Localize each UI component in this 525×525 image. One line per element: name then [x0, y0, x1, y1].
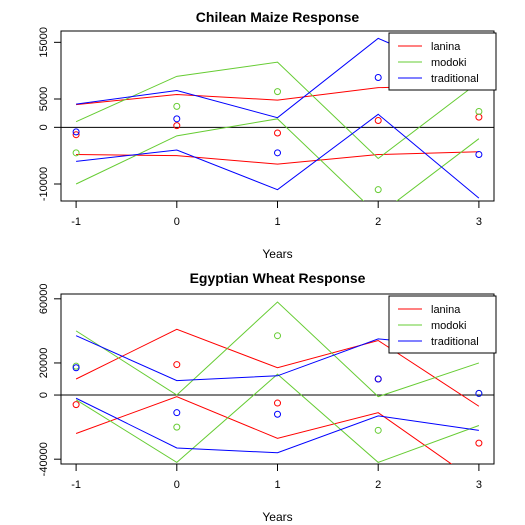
chart-title: Chilean Maize Response	[196, 9, 360, 25]
series-modoki-upper-line	[75, 61, 480, 160]
series-traditional-lower-line	[75, 397, 479, 454]
series-modoki-point	[173, 423, 181, 431]
series-lanina-point	[72, 401, 80, 409]
series-lanina-point	[475, 439, 483, 447]
legend-label-lanina: lanina	[431, 41, 461, 53]
y-tick-label: -10000	[38, 167, 50, 201]
y-tick-label: -40000	[38, 442, 50, 476]
series-modoki-point	[274, 332, 281, 340]
x-tick-label: 1	[274, 216, 280, 228]
legend-label-traditional: traditional	[431, 73, 479, 85]
legend-label-traditional: traditional	[431, 336, 479, 348]
chart-panel-2: Egyptian Wheat Response -1 0 1 2 3 Years -40000…	[38, 270, 497, 524]
y-tick-label: 0	[38, 392, 50, 398]
series-lanina-lower-line	[75, 396, 453, 464]
y-tick-label: 15000	[38, 27, 50, 58]
x-tick-label: 1	[274, 479, 280, 491]
series-traditional-point	[173, 115, 181, 123]
series-lanina-point	[72, 131, 80, 139]
legend: lanina modoki traditional	[388, 32, 497, 91]
series-traditional-point	[374, 73, 382, 81]
series-traditional-point	[173, 409, 181, 417]
series-lanina-point	[274, 129, 281, 137]
x-tick-label: 3	[476, 216, 482, 228]
x-tick-label: 3	[476, 479, 482, 491]
y-tick-label: 60000	[38, 284, 50, 315]
series-modoki-point	[374, 186, 382, 194]
legend: lanina modoki traditional	[388, 295, 497, 354]
x-tick-label: -1	[71, 479, 81, 491]
series-lanina-upper-line	[75, 328, 480, 407]
series-lanina-lower-line	[76, 151, 479, 165]
y-tick-label: 0	[38, 124, 50, 130]
series-modoki-point	[475, 107, 483, 115]
x-tick-label: 0	[174, 479, 180, 491]
series-traditional-point	[274, 149, 281, 157]
series-lanina-point	[173, 361, 181, 369]
series-modoki-point	[72, 149, 80, 157]
series-traditional-point	[274, 410, 281, 418]
plot-data-area	[72, 301, 483, 464]
series-modoki-lower-line	[75, 373, 480, 464]
series-traditional-point	[475, 389, 483, 397]
x-tick-label: 0	[174, 216, 180, 228]
series-modoki-upper-line	[75, 301, 480, 398]
series-lanina-point	[173, 122, 181, 130]
series-modoki-point	[374, 426, 382, 434]
legend-label-lanina: lanina	[431, 304, 461, 316]
series-traditional-point	[475, 151, 483, 159]
series-traditional-point	[374, 375, 382, 383]
series-traditional-point	[72, 364, 80, 372]
x-tick-label: -1	[71, 216, 81, 228]
series-modoki-point	[274, 88, 281, 96]
series-lanina-point	[475, 113, 483, 121]
series-modoki-lower-line	[75, 118, 480, 201]
x-axis-label: Years	[262, 510, 292, 524]
legend-label-modoki: modoki	[431, 320, 466, 332]
y-tick-label: 5000	[38, 87, 50, 111]
series-traditional-point	[72, 128, 80, 136]
series-lanina-point	[274, 399, 281, 407]
series-lanina-point	[374, 117, 382, 125]
chart-title: Egyptian Wheat Response	[190, 270, 366, 286]
chart-panel-1: Chilean Maize Response -1 0 1 2 3 Years -10000 0…	[38, 9, 497, 261]
x-axis-label: Years	[262, 247, 292, 261]
legend-label-modoki: modoki	[431, 57, 466, 69]
x-tick-label: 2	[375, 216, 381, 228]
series-modoki-point	[173, 102, 181, 110]
y-tick-label: 20000	[38, 348, 50, 379]
series-traditional-lower-line	[76, 113, 480, 199]
x-tick-label: 2	[375, 479, 381, 491]
